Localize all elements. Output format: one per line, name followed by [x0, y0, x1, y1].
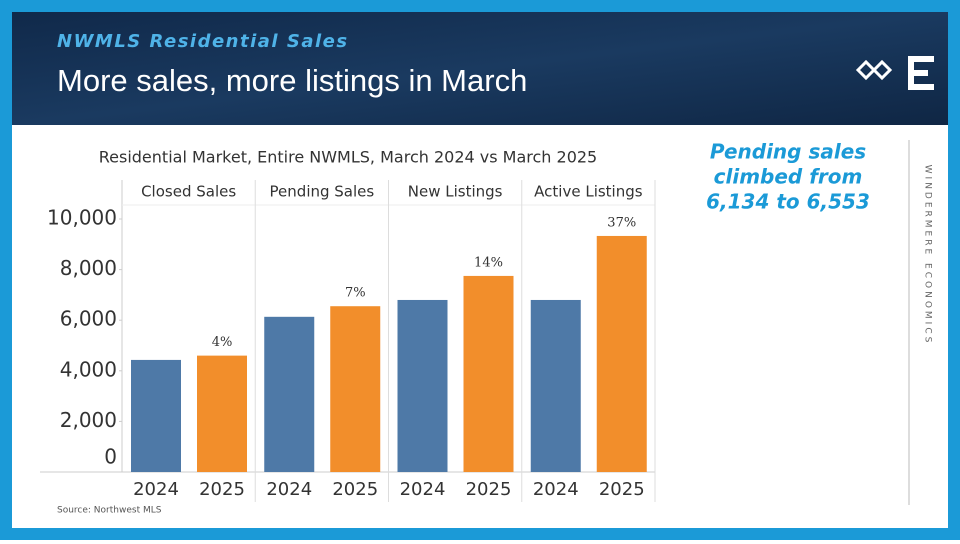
y-tick-label: 0: [104, 445, 117, 469]
y-tick-label: 4,000: [60, 357, 117, 381]
x-tick-label: 2025: [599, 479, 645, 500]
facet-label: Pending Sales: [270, 183, 375, 201]
x-tick-label: 2025: [332, 479, 378, 500]
bar: [463, 275, 514, 472]
facet-label: Closed Sales: [141, 183, 236, 201]
change-label: 37%: [607, 215, 636, 230]
y-tick-label: 8,000: [60, 256, 117, 280]
facet-label: Active Listings: [534, 183, 643, 201]
header-band: [12, 12, 948, 125]
annotation-line: climbed from: [714, 165, 863, 189]
x-tick-label: 2024: [533, 479, 579, 500]
bar: [131, 359, 181, 472]
annotation-line: 6,134 to 6,553: [706, 190, 870, 214]
kicker: NWMLS Residential Sales: [57, 31, 349, 52]
plot: 0 2,000 4,000 6,000 8,000 10,000 Closed Sales 2…: [40, 180, 656, 502]
bar: [530, 299, 581, 472]
brand: WINDERMERE ECONOMICS: [923, 165, 933, 346]
annotation-line: Pending sales: [710, 140, 866, 164]
change-label: 4%: [212, 335, 233, 350]
logo-e: [908, 56, 934, 90]
x-tick-label: 2024: [266, 479, 312, 500]
y-tick-label: 6,000: [60, 307, 117, 331]
bar: [197, 355, 247, 472]
y-tick-label: 10,000: [47, 206, 117, 230]
logo-mark: [855, 59, 893, 81]
bar: [397, 299, 448, 472]
headline: More sales, more listings in March: [57, 63, 527, 98]
chart-title: Residential Market, Entire NWMLS, March …: [99, 148, 597, 167]
facet-label: New Listings: [408, 183, 503, 201]
change-label: 14%: [474, 255, 503, 270]
source: Source: Northwest MLS: [57, 506, 162, 516]
bar: [264, 316, 315, 472]
change-label: 7%: [345, 286, 366, 301]
x-tick-label: 2024: [133, 479, 179, 500]
bar: [596, 235, 647, 472]
bar: [330, 306, 381, 472]
x-tick-label: 2025: [199, 479, 245, 500]
x-tick-label: 2025: [466, 479, 512, 500]
y-tick-label: 2,000: [60, 408, 117, 432]
x-tick-label: 2024: [400, 479, 446, 500]
